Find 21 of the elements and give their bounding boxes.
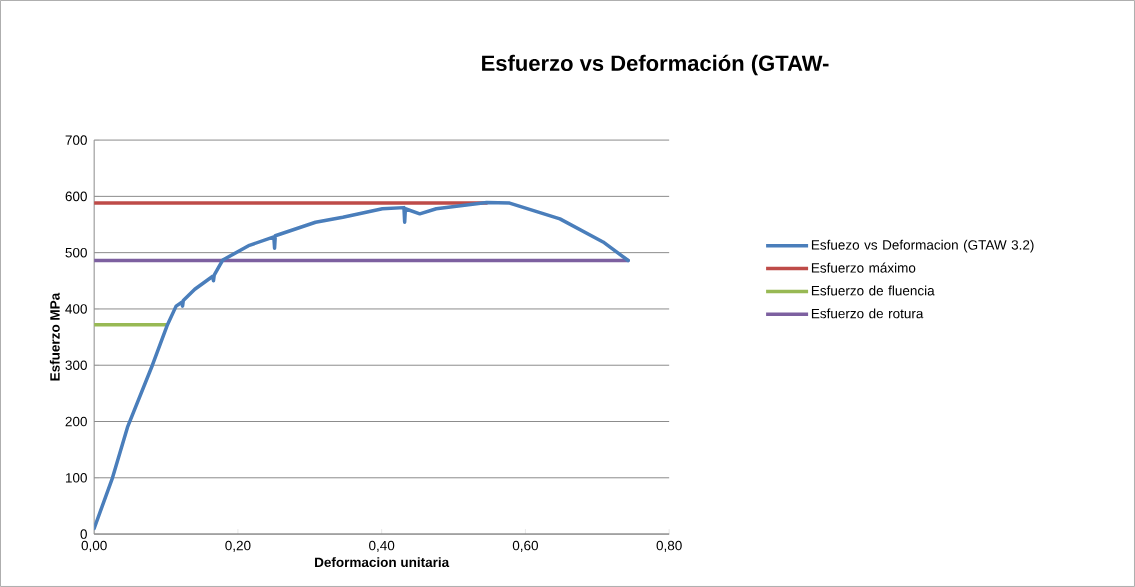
legend-label: Esfuerzo de fluencia: [811, 285, 935, 296]
x-tick-label: 0,00: [81, 540, 107, 552]
y-axis-title: Esfuerzo MPa: [49, 292, 60, 381]
y-tick-label: 500: [65, 247, 87, 258]
x-tick-label: 0,20: [225, 540, 251, 552]
y-tick-label: 700: [65, 135, 87, 145]
y-tick-label: 0: [80, 529, 87, 539]
legend-label: Esfuerzo de rotura: [811, 308, 924, 319]
chart-title: Esfuerzo vs Deformación (GTAW-: [482, 54, 829, 76]
y-tick-label: 600: [65, 191, 87, 202]
line-series: [94, 200, 630, 531]
y-tick-label: 400: [65, 304, 87, 314]
x-axis-title: Deformacion unitaria: [315, 557, 450, 568]
legend-label: Esfuezo vs Deformacion (GTAW 3.2): [811, 239, 1034, 253]
y-tick-label: 100: [65, 473, 87, 483]
x-tick-label: 0,80: [656, 540, 682, 552]
y-tick-label: 200: [65, 416, 87, 427]
x-tick-label: 0,60: [512, 540, 539, 552]
y-tick-label: 300: [65, 360, 87, 370]
x-tick-label: 0,40: [369, 540, 395, 552]
legend-label: Esfuerzo máximo: [811, 262, 916, 273]
